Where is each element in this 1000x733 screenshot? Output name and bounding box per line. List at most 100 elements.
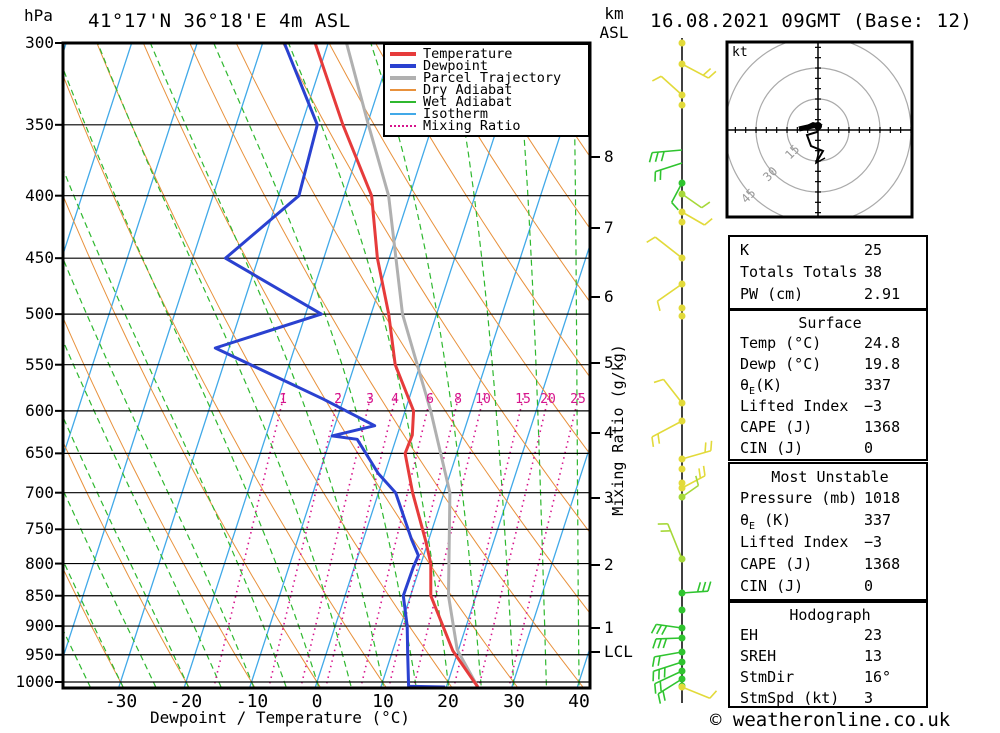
isotherm-line (510, 444, 590, 688)
legend-row: Mixing Ratio (390, 118, 583, 134)
table-row: EH 23 (740, 625, 920, 646)
legend-swatch (390, 113, 416, 115)
pressure-tick-label: 300 (25, 33, 54, 52)
km-tick-label: 6 (604, 287, 614, 306)
wet-adiabat-line (97, 43, 353, 688)
mixing-ratio-line (212, 392, 286, 688)
plot-border (61, 41, 592, 690)
table-value: 25 (864, 240, 883, 259)
mixing-ratio-value-label: 2 (334, 392, 342, 407)
wind-barb (670, 179, 686, 211)
table-value: 1018 (864, 488, 901, 507)
legend-label: Wet Adiabat (423, 94, 513, 110)
wind-barb (678, 465, 706, 492)
wind-barb (651, 75, 686, 99)
legend: Temperature Dewpoint Parcel Trajectory Dry … (383, 43, 590, 137)
sounding-curves (213, 43, 480, 688)
legend-label: Parcel Trajectory (423, 70, 562, 86)
table-value: 337 (864, 376, 892, 394)
table-value: 2.91 (864, 285, 901, 304)
dry-adiabat-line (235, 43, 590, 615)
copyright-footer: © weatheronline.co.uk (710, 709, 951, 731)
legend-label: Dewpoint (423, 58, 489, 74)
mixing-ratio-line (452, 392, 526, 688)
dry-adiabat-line (328, 43, 590, 455)
table-value: 0 (864, 439, 874, 457)
table-row: Lifted Index −3 (740, 396, 920, 417)
table-label: Temp (°C) (740, 334, 822, 352)
table-title: Surface (798, 314, 862, 332)
table-row: Totals Totals 38 (740, 262, 920, 283)
legend-label: Dry Adiabat (423, 82, 513, 98)
wind-barb (657, 522, 686, 563)
legend-row: Dry Adiabat (390, 82, 583, 98)
table-value: 0 (864, 576, 874, 595)
dry-adiabat-line (63, 194, 322, 688)
wind-barb (652, 658, 686, 682)
lcl-label: LCL (604, 642, 633, 661)
mixing-ratio-value-label: 20 (540, 392, 556, 407)
wind-barb (656, 280, 686, 312)
table-label: StmSpd (kt) (740, 689, 840, 707)
dry-adiabat-line (63, 440, 191, 688)
table-row: Temp (°C) 24.8 (740, 333, 920, 354)
km-tick-label: 8 (604, 147, 614, 166)
wind-barb (653, 378, 686, 407)
legend-swatch (390, 64, 416, 68)
pressure-tick-label: 800 (25, 554, 54, 573)
mixing-ratio-value-label: 4 (391, 392, 399, 407)
dry-adiabat-line (142, 43, 519, 688)
dry-adiabat-line (63, 567, 125, 688)
mixing-ratio-value-label: 8 (454, 392, 462, 407)
km-tick-label: 4 (604, 423, 614, 442)
wind-barb (651, 417, 686, 447)
table-row: θE (K) 337 (740, 510, 920, 532)
asl-label: ASL (599, 23, 629, 42)
km-tick-label: 1 (604, 618, 614, 637)
pressure-tick-label: 400 (25, 186, 54, 205)
wet-adiabat-line (63, 66, 320, 688)
temp-tick-label: -20 (169, 691, 203, 712)
wet-adiabat-line (287, 43, 450, 688)
wind-barb (678, 479, 686, 487)
mixing-ratio-value-label: 15 (515, 392, 531, 407)
dry-adiabat-line (96, 43, 453, 688)
wet-adiabat-line (63, 488, 157, 688)
wet-adiabat-line (516, 43, 548, 688)
temperature-curve (313, 43, 480, 688)
table-label: SREH (740, 647, 777, 665)
legend-label: Temperature (423, 46, 513, 62)
pressure-tick-label: 350 (25, 115, 54, 134)
hodograph-unit-label: kt (732, 45, 748, 60)
legend-label: Mixing Ratio (423, 118, 521, 134)
legend-swatch (390, 52, 416, 56)
km-label: km (604, 4, 624, 23)
pressure-tick-label: 850 (25, 586, 54, 605)
table-row: Dewp (°C) 19.8 (740, 354, 920, 375)
wet-adiabat-line (213, 43, 417, 688)
wet-adiabat-line (63, 257, 255, 688)
table-value: −3 (864, 397, 883, 415)
wet-adiabat-line (63, 558, 125, 688)
wind-barb (652, 634, 686, 649)
x-axis-title: Dewpoint / Temperature (°C) (149, 708, 411, 727)
temp-tick-label: 40 (568, 691, 590, 712)
hodograph-ring-label: 15 (782, 142, 802, 162)
table-value: −3 (864, 532, 883, 551)
table-label: StmDir (740, 668, 795, 686)
legend-swatch (390, 125, 416, 127)
wind-barb (678, 208, 713, 226)
table-row: SREH 13 (740, 646, 920, 667)
pressure-axis-unit: hPa (24, 6, 53, 25)
table-row: CIN (J) 0 (740, 576, 920, 597)
table-label: Totals Totals (740, 262, 858, 281)
parcel-trajectory-curve (345, 43, 480, 688)
isotherm-line (379, 43, 590, 688)
table-label: CIN (J) (740, 439, 804, 457)
dry-adiabat-line (63, 316, 256, 688)
legend-swatch (390, 89, 416, 91)
wet-adiabat-line (448, 43, 515, 688)
temp-tick-label: 30 (503, 691, 525, 712)
km-tick-label: 3 (604, 488, 614, 507)
mixing-ratio-line (324, 392, 398, 688)
